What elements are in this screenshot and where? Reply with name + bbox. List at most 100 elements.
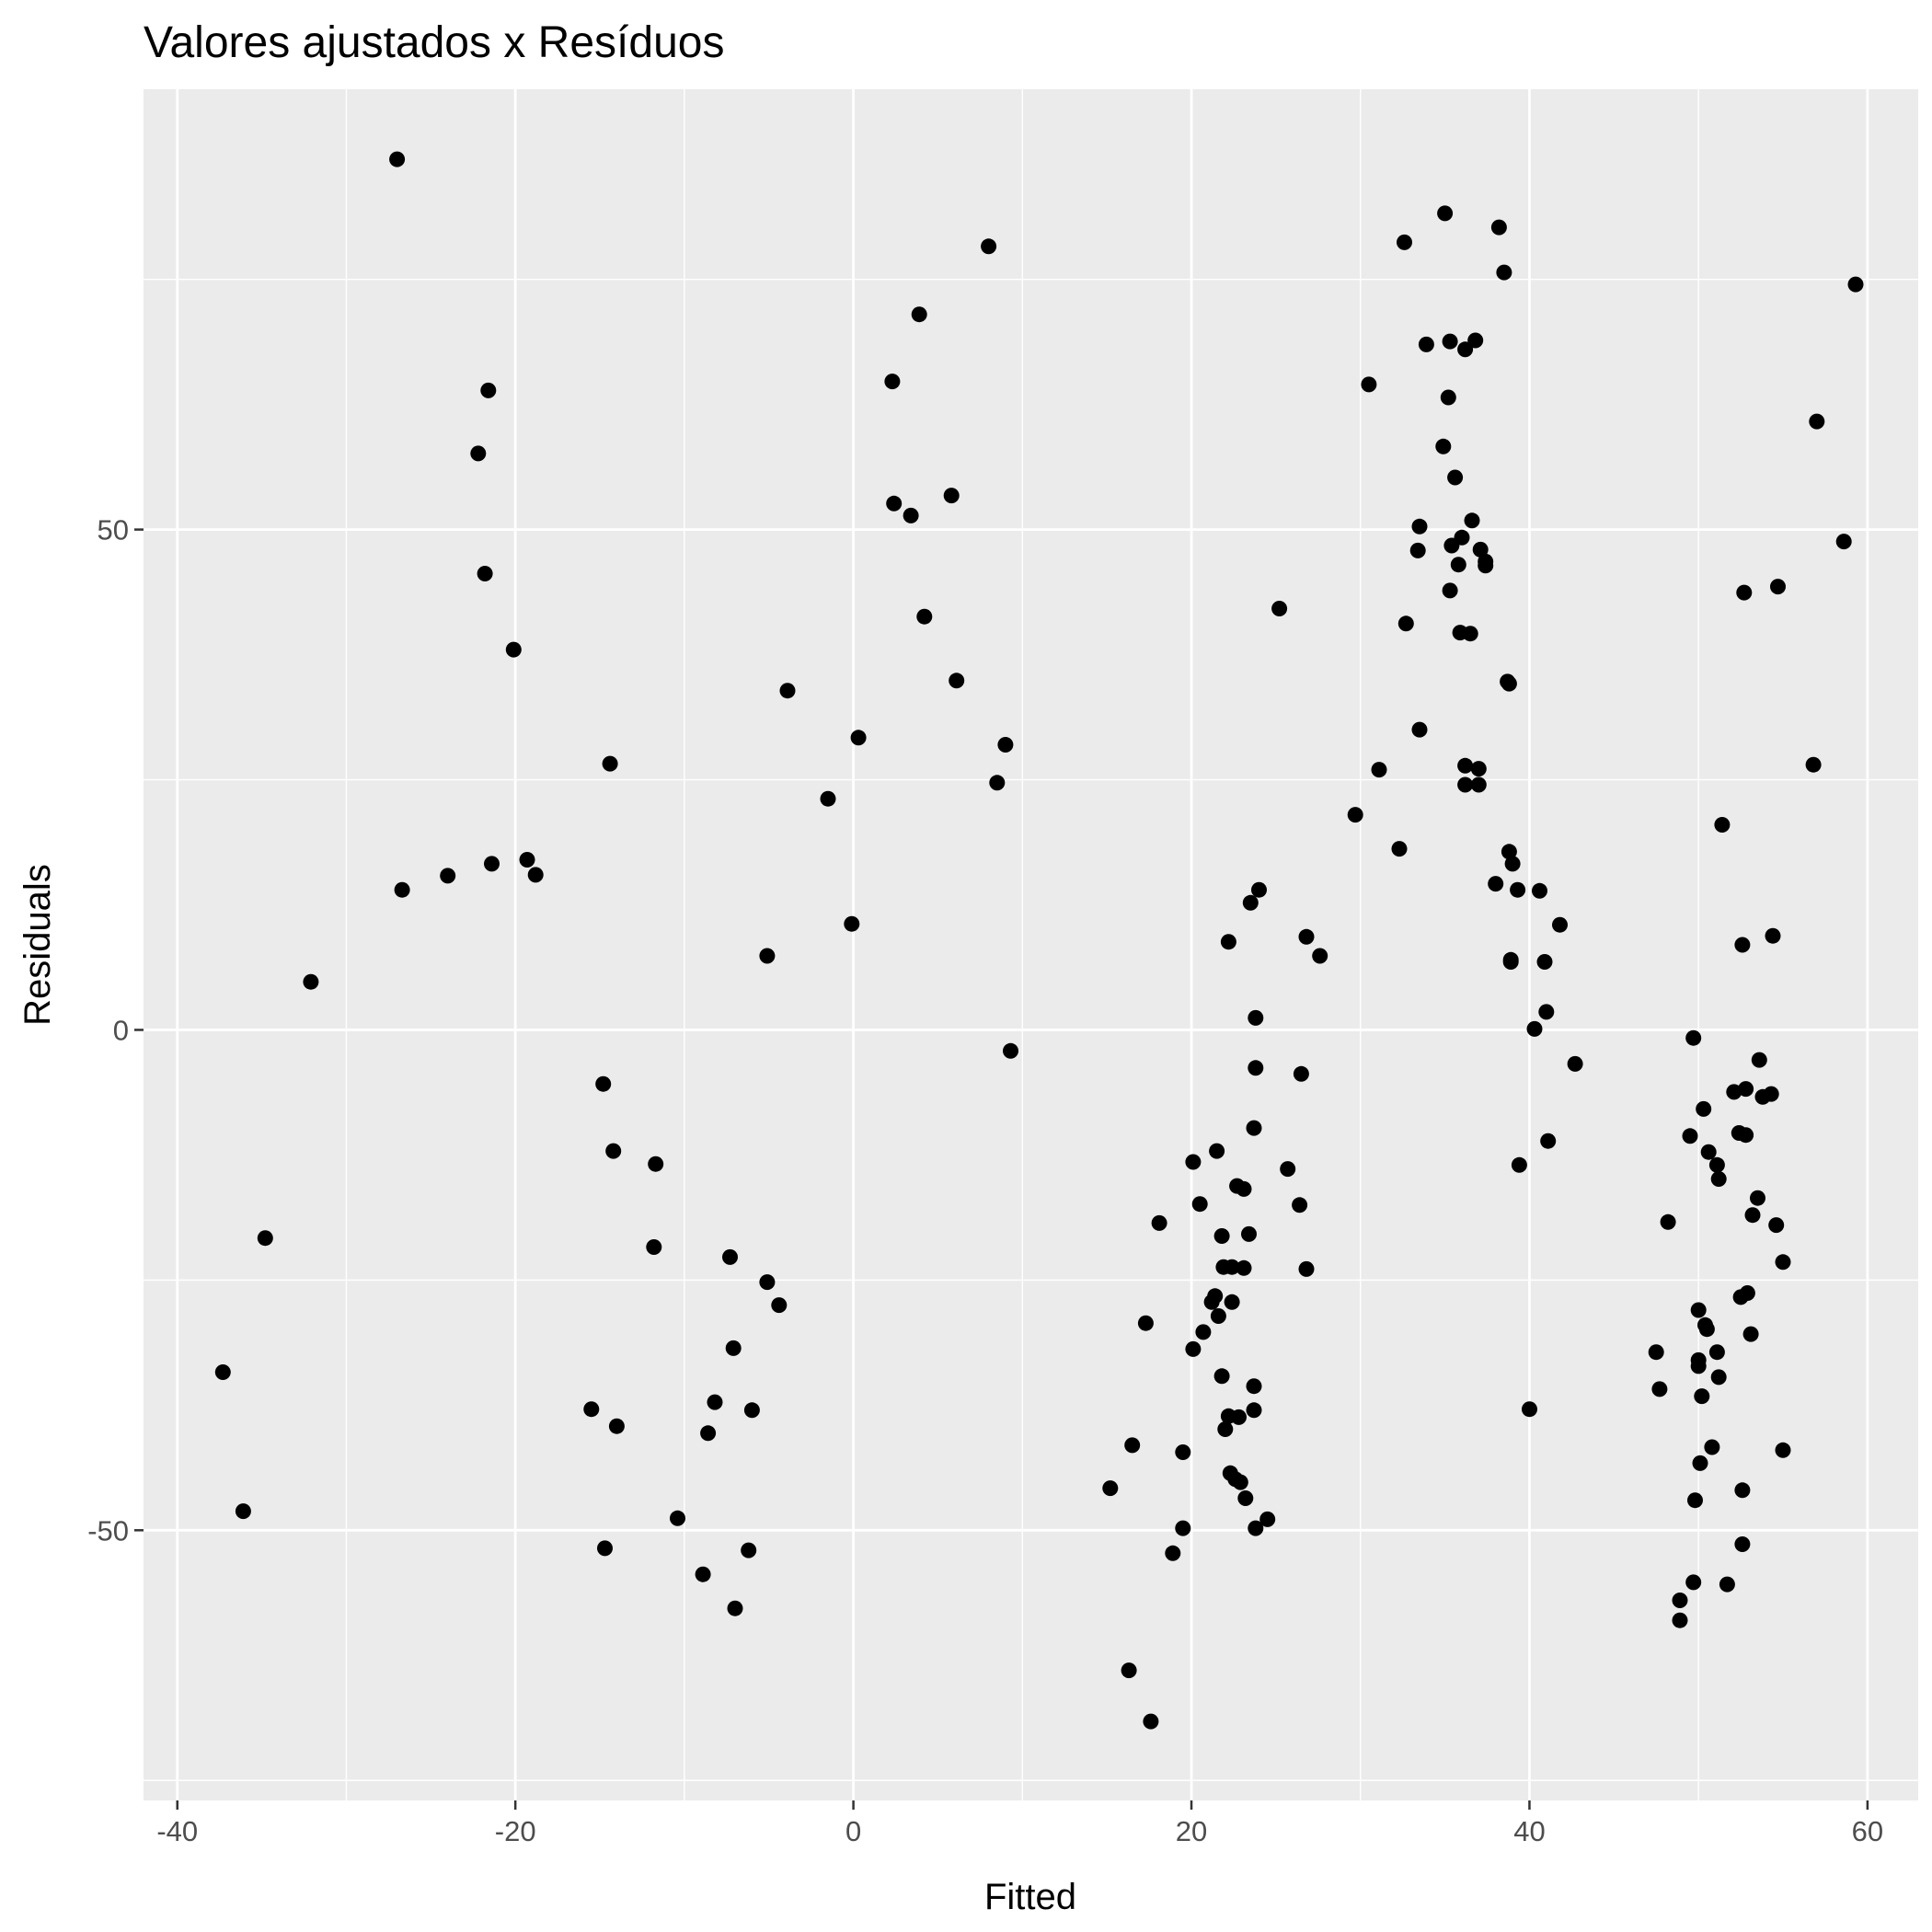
data-point <box>1490 219 1507 236</box>
data-point <box>1298 928 1315 945</box>
data-point <box>1236 1180 1252 1197</box>
data-point <box>743 1402 760 1419</box>
data-point <box>1552 916 1568 933</box>
data-point <box>1151 1214 1167 1231</box>
data-point <box>1102 1480 1119 1497</box>
data-point <box>759 1274 776 1291</box>
data-point <box>779 683 796 699</box>
x-tick-label: 40 <box>1513 1815 1545 1847</box>
data-point <box>1488 876 1504 892</box>
data-point <box>1770 579 1786 595</box>
data-point <box>1736 584 1753 601</box>
data-point <box>484 856 500 872</box>
data-point <box>1248 1520 1264 1536</box>
data-point <box>648 1156 664 1172</box>
y-axis-title: Residuals <box>17 864 58 1026</box>
data-point <box>1744 1207 1761 1224</box>
data-point <box>886 495 903 512</box>
data-point <box>916 608 933 625</box>
data-point <box>1246 1402 1262 1419</box>
data-point <box>1248 1009 1264 1026</box>
data-point <box>1312 948 1328 964</box>
data-point <box>477 566 493 581</box>
data-point <box>1696 1100 1712 1117</box>
data-point <box>1137 1315 1154 1331</box>
x-tick-label: 20 <box>1176 1815 1207 1847</box>
data-point <box>1726 1084 1742 1100</box>
data-point <box>1418 336 1434 352</box>
data-point <box>1292 1197 1308 1213</box>
data-point <box>1738 1081 1754 1098</box>
major-gridlines <box>144 89 1918 1800</box>
data-points <box>214 151 1864 1730</box>
data-point <box>1672 1593 1688 1608</box>
data-point <box>1361 376 1377 393</box>
data-point <box>1685 1574 1702 1591</box>
data-point <box>1472 541 1489 558</box>
data-point <box>1672 1612 1688 1628</box>
data-point <box>1224 1294 1240 1310</box>
data-point <box>1165 1545 1181 1561</box>
data-point <box>1751 1052 1767 1068</box>
data-point <box>670 1510 685 1526</box>
data-point <box>844 915 860 932</box>
data-point <box>903 507 919 523</box>
data-point <box>1526 1020 1543 1037</box>
data-point <box>1538 1004 1555 1020</box>
data-point <box>1207 1288 1224 1305</box>
data-point <box>1698 1321 1715 1338</box>
x-tick-label: 0 <box>845 1815 861 1847</box>
x-axis-title: Fitted <box>984 1877 1076 1917</box>
data-point <box>605 1143 622 1159</box>
data-point <box>989 775 1006 791</box>
data-point <box>1209 1143 1225 1159</box>
data-point <box>1765 927 1781 944</box>
data-point <box>1511 1156 1527 1173</box>
data-point <box>1185 1154 1202 1170</box>
data-point <box>1504 856 1521 872</box>
data-point <box>1462 626 1478 642</box>
data-point <box>1195 1324 1212 1340</box>
data-point <box>303 973 319 990</box>
data-point <box>1440 389 1456 406</box>
data-point <box>1437 205 1454 222</box>
data-point <box>1710 1369 1727 1386</box>
data-point <box>1217 1421 1234 1437</box>
data-point <box>1391 841 1408 857</box>
data-point <box>1246 1120 1262 1136</box>
data-point <box>1768 1217 1785 1234</box>
data-point <box>527 867 544 883</box>
data-point <box>1775 1254 1791 1271</box>
data-point <box>1478 558 1494 574</box>
data-point <box>1687 1492 1703 1509</box>
data-point <box>1775 1442 1791 1458</box>
data-point <box>608 1418 625 1434</box>
data-point <box>700 1425 717 1442</box>
data-point <box>707 1394 723 1410</box>
data-point <box>1501 844 1517 860</box>
x-axis: -40 -20 0 20 40 60 <box>156 1800 1883 1847</box>
data-point <box>850 730 867 746</box>
minor-gridlines <box>144 89 1918 1800</box>
data-point <box>1442 582 1458 599</box>
data-point <box>1232 1474 1248 1490</box>
data-point <box>1259 1511 1276 1527</box>
data-point <box>1191 1196 1208 1213</box>
data-point <box>1714 817 1731 833</box>
data-point <box>1692 1455 1708 1471</box>
data-point <box>1464 512 1480 529</box>
data-point <box>911 306 927 323</box>
data-point <box>1450 557 1466 573</box>
data-point <box>1710 1171 1727 1187</box>
data-point <box>1809 413 1825 430</box>
x-tick-label: -20 <box>495 1815 536 1847</box>
data-point <box>1690 1302 1707 1318</box>
data-point <box>1409 542 1426 558</box>
data-point <box>981 238 997 255</box>
data-point <box>771 1297 788 1314</box>
data-point <box>394 881 410 898</box>
data-point <box>1700 1144 1717 1160</box>
data-point <box>1442 333 1458 350</box>
data-point <box>1685 1029 1702 1046</box>
data-point <box>1397 615 1414 632</box>
